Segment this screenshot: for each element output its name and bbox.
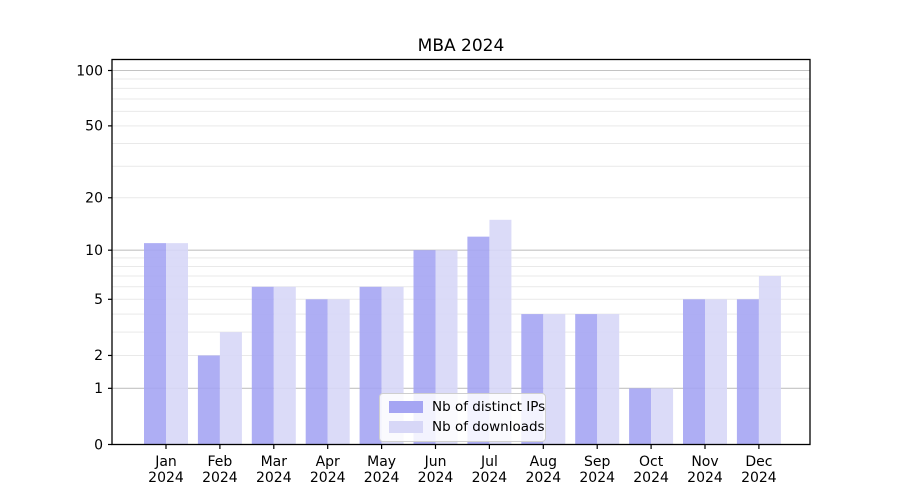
x-tick-label-year: 2024	[525, 470, 561, 486]
bar-distinct-ips-nov	[683, 299, 705, 445]
x-tick-label-year: 2024	[364, 470, 400, 486]
x-tick-label-year: 2024	[148, 470, 184, 486]
x-tick-label-month: Jun	[424, 454, 447, 470]
x-tick-label-month: Mar	[261, 454, 288, 470]
bar-downloads-mar	[273, 286, 296, 445]
y-tick-label: 0	[94, 437, 103, 453]
legend-swatch-downloads	[389, 421, 423, 434]
x-tick-label-month: Aug	[530, 454, 557, 470]
bar-distinct-ips-jan	[144, 243, 166, 445]
x-tick-label-year: 2024	[472, 470, 508, 486]
axes-spines	[111, 58, 811, 446]
legend-label-distinct-ips: Nb of distinct IPs	[432, 399, 546, 415]
bar-distinct-ips-apr	[305, 299, 328, 445]
x-tick-label-month: Feb	[208, 454, 233, 470]
x-tick-label-year: 2024	[633, 470, 669, 486]
x-tick-label-month: Dec	[745, 454, 772, 470]
x-tick-label-month: May	[367, 454, 396, 470]
y-tick-label: 10	[85, 243, 103, 259]
x-tick-label-year: 2024	[256, 470, 292, 486]
legend-swatch-distinct-ips	[389, 401, 423, 414]
x-tick-label-year: 2024	[579, 470, 615, 486]
bar-downloads-jan	[166, 243, 188, 445]
y-tick-label: 2	[94, 348, 103, 364]
x-tick-label-year: 2024	[741, 470, 777, 486]
bar-distinct-ips-sep	[575, 314, 598, 445]
y-tick-label: 1	[94, 381, 103, 397]
x-tick-label-month: Apr	[316, 454, 340, 470]
bar-distinct-ips-jul	[467, 236, 490, 445]
x-tick-label-year: 2024	[310, 470, 346, 486]
x-tick-label-month: Jul	[480, 454, 498, 470]
bar-distinct-ips-dec	[736, 299, 759, 445]
legend-label-downloads: Nb of downloads	[432, 418, 545, 435]
bar-downloads-feb	[219, 332, 242, 445]
bar-downloads-jul	[489, 219, 512, 445]
legend-item-distinct-ips: Nb of distinct IPs	[389, 399, 545, 416]
x-tick-label-month: Jan	[154, 454, 177, 470]
bar-downloads-aug	[543, 314, 566, 445]
legend-item-downloads: Nb of downloads	[389, 419, 545, 436]
x-tick-label-month: Oct	[639, 454, 664, 470]
x-tick-label-month: Sep	[584, 454, 611, 470]
x-tick-label-year: 2024	[687, 470, 723, 486]
x-tick-label-year: 2024	[202, 470, 238, 486]
chart-title: MBA 2024	[417, 36, 505, 56]
bar-downloads-oct	[651, 388, 674, 445]
y-tick-label: 20	[85, 191, 103, 207]
y-tick-label: 5	[94, 292, 103, 308]
x-tick-label-month: Nov	[691, 454, 718, 470]
legend: Nb of distinct IPs Nb of downloads	[379, 393, 546, 442]
y-tick-label: 100	[76, 63, 103, 79]
bar-distinct-ips-feb	[197, 355, 220, 445]
y-tick-label: 50	[85, 119, 103, 135]
bar-distinct-ips-may	[359, 286, 382, 445]
bar-downloads-apr	[327, 299, 350, 445]
x-tick-label-year: 2024	[418, 470, 454, 486]
bar-distinct-ips-oct	[629, 388, 652, 445]
bar-downloads-nov	[705, 299, 727, 445]
bar-downloads-sep	[597, 314, 620, 445]
bar-distinct-ips-mar	[251, 286, 274, 445]
bar-downloads-dec	[758, 275, 781, 445]
